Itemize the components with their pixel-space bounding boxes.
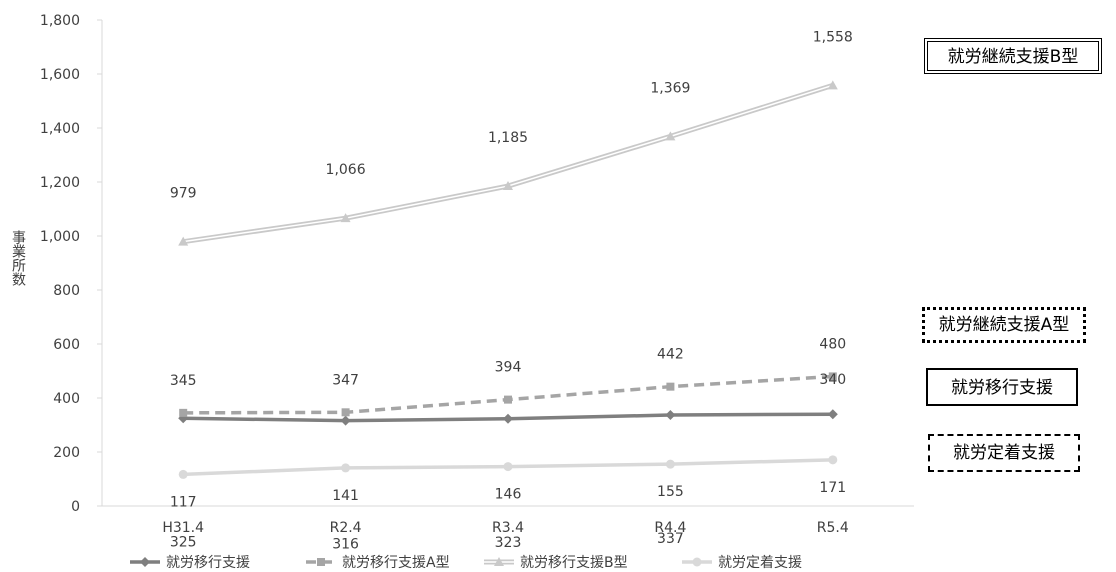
chart-axes: 0 200 400 600 800 1,000 1,200 1,400 1,600 1,800 H3… <box>40 13 914 536</box>
series-lines <box>178 80 838 479</box>
y-tick-label: 1,600 <box>40 67 80 83</box>
legend-marker-1 <box>140 557 150 567</box>
series-3-point <box>340 213 351 223</box>
data-label-b-type: 979 <box>170 186 197 202</box>
series-1-point <box>665 410 676 421</box>
series-2-point <box>341 408 350 417</box>
series-4-point <box>503 462 513 472</box>
data-label-b-type: 1,558 <box>813 29 853 45</box>
y-tick-label: 400 <box>53 391 80 407</box>
series-1 <box>178 409 838 426</box>
data-label-transition: 337 <box>657 531 684 547</box>
data-label-transition: 340 <box>819 372 846 388</box>
data-label-a-type: 442 <box>657 347 684 363</box>
data-label-retention: 155 <box>657 484 684 500</box>
x-tick-label: R5.4 <box>817 520 849 536</box>
series-2-point <box>666 382 675 391</box>
legend: 就労移行支援 就労移行支援A型 就労移行支援B型 就労定着支援 <box>130 555 802 571</box>
data-label-a-type: 480 <box>819 336 846 352</box>
data-label-retention: 146 <box>495 487 522 503</box>
data-label-retention: 171 <box>819 480 846 496</box>
annotation-transition: 就労移行支援 <box>926 368 1078 406</box>
series-4 <box>178 455 838 479</box>
series-4-point <box>828 455 838 465</box>
data-label-a-type: 347 <box>332 372 359 388</box>
series-1-point <box>827 409 838 420</box>
legend-item-1: 就労移行支援 <box>130 555 250 571</box>
y-tick-label: 800 <box>53 283 80 299</box>
legend-marker-3 <box>494 557 504 566</box>
legend-label-3: 就労移行支援B型 <box>520 555 628 571</box>
series-3-line <box>182 82 834 245</box>
x-tick-label: R2.4 <box>330 520 362 536</box>
legend-marker-2 <box>317 558 325 566</box>
annotation-retention: 就労定着支援 <box>928 434 1080 472</box>
y-tick-label: 1,200 <box>40 175 80 191</box>
series-3-point <box>665 131 676 141</box>
series-3-point <box>503 181 513 191</box>
data-label-b-type: 1,185 <box>488 130 528 146</box>
legend-label-2: 就労移行支援A型 <box>342 555 450 571</box>
data-label-b-type: 1,066 <box>326 162 366 178</box>
data-label-retention: 117 <box>170 494 197 510</box>
data-label-retention: 141 <box>332 488 359 504</box>
series-3-line-inner <box>183 84 834 243</box>
legend-label-4: 就労定着支援 <box>718 555 802 571</box>
series-4-point <box>665 459 675 469</box>
y-tick-label: 600 <box>53 337 80 353</box>
annotation-a-type: 就労継続支援A型 <box>922 307 1086 343</box>
y-tick-label: 1,000 <box>40 229 80 245</box>
legend-marker-4 <box>692 557 702 567</box>
series-2-point <box>179 408 188 417</box>
series-2 <box>179 372 837 417</box>
y-tick-label: 0 <box>71 499 80 515</box>
data-label-b-type: 1,369 <box>650 80 690 96</box>
x-tick-label: R3.4 <box>492 520 524 536</box>
data-label-transition: 323 <box>495 535 522 551</box>
y-tick-label: 200 <box>53 445 80 461</box>
series-4-point <box>178 469 188 479</box>
y-tick-label: 1,400 <box>40 121 80 137</box>
x-tick-label: R4.4 <box>654 520 686 536</box>
series-3-point <box>827 80 838 90</box>
series-2-point <box>828 372 837 381</box>
data-label-transition: 325 <box>170 534 197 550</box>
legend-item-4: 就労定着支援 <box>682 555 802 571</box>
x-tick-label: H31.4 <box>162 520 204 536</box>
legend-item-3: 就労移行支援B型 <box>484 555 628 571</box>
data-label-transition: 316 <box>332 537 359 553</box>
data-labels: 979 1,066 1,185 1,369 1,558 345 347 394 442 480 32… <box>170 29 853 552</box>
series-1-point <box>340 415 351 426</box>
data-label-a-type: 394 <box>495 360 522 376</box>
series-2-point <box>504 395 512 404</box>
series-1-point <box>503 413 513 424</box>
y-axis-label: 事業所数 <box>10 230 26 286</box>
series-4-point <box>341 463 351 473</box>
series-2-line <box>183 374 833 415</box>
data-label-a-type: 345 <box>170 373 197 389</box>
series-3-point <box>178 236 189 246</box>
legend-label-1: 就労移行支援 <box>166 555 250 571</box>
series-3 <box>178 80 838 246</box>
legend-item-2: 就労移行支援A型 <box>306 555 450 571</box>
y-tick-label: 1,800 <box>40 13 80 29</box>
annotation-b-type: 就労継続支援B型 <box>924 38 1102 74</box>
